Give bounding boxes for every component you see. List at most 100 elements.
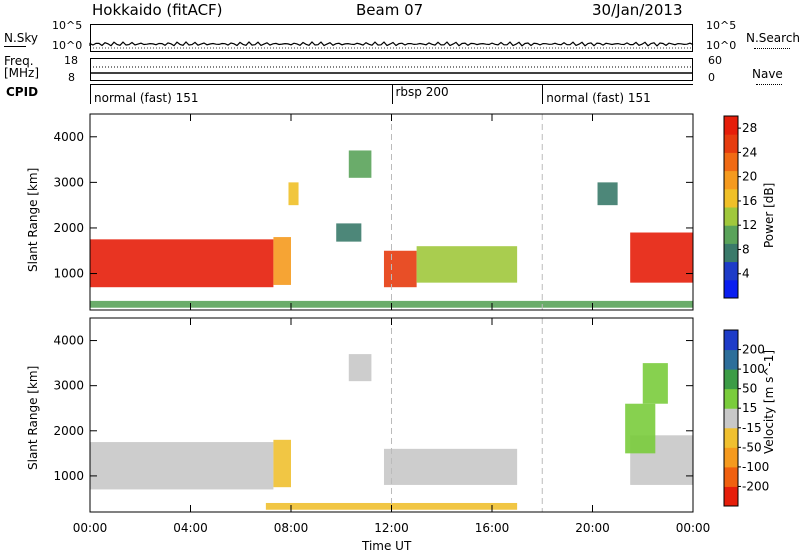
power-colorbar-swatch: [724, 279, 738, 299]
power-colorbar-tick-label: 20: [742, 170, 757, 184]
velocity-colorbar-swatch: [724, 486, 738, 507]
power-colorbar-tick-label: 8: [742, 242, 750, 256]
freq-label: Freq.: [4, 54, 34, 68]
velocity-colorbar-tick-label: 15: [742, 401, 757, 415]
power-panel-data-region: [597, 182, 618, 206]
velocity-colorbar-swatch: [724, 466, 738, 487]
power-colorbar-swatch: [724, 152, 738, 172]
velocity-panel-ytick-label: 4000: [53, 334, 84, 348]
velocity-colorbar-swatch: [724, 349, 738, 370]
x-tick-label: 00:00: [73, 521, 108, 535]
nsky-bottom-tick: 10^0: [52, 39, 83, 52]
power-colorbar-swatch: [724, 116, 738, 135]
power-colorbar-label: Power [dB]: [762, 182, 776, 248]
power-panel-ytick-label: 3000: [53, 175, 84, 189]
nave-bottom-tick: 0: [708, 71, 715, 84]
power-colorbar-tick-label: 12: [742, 218, 757, 232]
velocity-panel-data-region: [273, 439, 291, 488]
x-tick-label: 04:00: [173, 521, 208, 535]
power-colorbar-frame: [723, 115, 739, 299]
x-tick-label: 16:00: [475, 521, 510, 535]
velocity-panel-data-region: [642, 363, 668, 404]
power-colorbar-swatch: [724, 225, 738, 244]
x-tick-label: 20:00: [575, 521, 610, 535]
velocity-colorbar-swatch: [724, 408, 738, 429]
nsky-label: N.Sky: [4, 31, 39, 45]
freq-unit-label: [MHz]: [4, 66, 40, 80]
velocity-panel-data-region: [625, 403, 656, 454]
freq-panel: [90, 58, 693, 81]
velocity-ylabel: Slant Range [km]: [26, 365, 40, 470]
power-colorbar-swatch: [724, 170, 738, 190]
cpid-divider: [391, 84, 393, 104]
power-panel-data-region: [288, 182, 299, 206]
power-colorbar-swatch: [724, 243, 738, 263]
velocity-colorbar-swatch: [724, 427, 738, 448]
velocity-colorbar-tick-label: -200: [742, 479, 769, 493]
cpid-segment: rbsp 200: [395, 85, 449, 99]
cpid-segment: normal (fast) 151: [94, 91, 199, 105]
cpid-segment: normal (fast) 151: [546, 91, 651, 105]
nsky-legend-line: [4, 46, 26, 47]
velocity-colorbar-swatch: [724, 447, 738, 468]
power-colorbar-swatch: [724, 188, 738, 208]
velocity-colorbar-tick-label: 200: [742, 343, 765, 357]
nsearch-legend-line: [754, 48, 790, 49]
velocity-panel-data-region: [90, 442, 274, 490]
power-panel-data-region: [273, 237, 291, 285]
power-colorbar-swatch: [724, 134, 738, 153]
power-colorbar-tick-label: 28: [742, 121, 757, 135]
velocity-colorbar-tick-label: 100: [742, 362, 765, 376]
power-panel-data-region: [383, 250, 417, 288]
velocity-colorbar-swatch: [724, 369, 738, 390]
nave-top-tick: 60: [708, 54, 722, 67]
power-colorbar-swatch: [724, 261, 738, 281]
nave-legend-line: [756, 84, 782, 85]
x-tick-label: 08:00: [274, 521, 309, 535]
nave-label: Nave: [752, 67, 783, 81]
x-axis-label: Time UT: [362, 539, 412, 553]
velocity-colorbar-tick-label: -15: [742, 421, 762, 435]
power-panel-data-region: [630, 232, 693, 283]
date-title: 30/Jan/2013: [592, 1, 683, 19]
power-panel-data-region: [90, 239, 274, 288]
nsearch-top-tick: 10^5: [706, 19, 737, 32]
velocity-panel-ytick-label: 2000: [53, 424, 84, 438]
velocity-colorbar-swatch: [724, 330, 738, 351]
cpid-label: CPID: [6, 85, 39, 99]
power-panel-ytick-label: 1000: [53, 267, 84, 281]
freq-top-tick: 18: [64, 54, 78, 67]
x-tick-label: 12:00: [374, 521, 409, 535]
power-panel-data-region: [348, 150, 372, 178]
velocity-panel-data-region: [348, 354, 372, 382]
power-panel-data-region: [336, 223, 362, 242]
power-ylabel: Slant Range [km]: [26, 167, 40, 272]
x-tick-label: 00:00: [676, 521, 711, 535]
velocity-panel-data-region: [383, 448, 518, 485]
velocity-panel-ytick-label: 1000: [53, 469, 84, 483]
power-panel-data-region: [416, 246, 518, 283]
nsky-panel: [90, 24, 693, 52]
power-colorbar-tick-label: 4: [742, 267, 750, 281]
velocity-panel-ytick-label: 3000: [53, 379, 84, 393]
velocity-colorbar-tick-label: 50: [742, 382, 757, 396]
cpid-divider: [542, 84, 544, 104]
station-title: Hokkaido (fitACF): [92, 1, 223, 19]
nsearch-bottom-tick: 10^0: [706, 39, 737, 52]
velocity-colorbar-frame: [723, 329, 739, 507]
cpid-strip: normal (fast) 151 rbsp 200 normal (fast)…: [90, 84, 693, 104]
power-panel-ytick-label: 2000: [53, 221, 84, 235]
power-panel-ytick-label: 4000: [53, 130, 84, 144]
power-colorbar-swatch: [724, 207, 738, 226]
velocity-colorbar-tick-label: -100: [742, 460, 769, 474]
nsky-top-tick: 10^5: [52, 19, 83, 32]
freq-bottom-tick: 8: [68, 71, 75, 84]
velocity-colorbar-swatch: [724, 388, 738, 409]
velocity-colorbar-label: Velocity [m s^-1]: [762, 349, 776, 454]
nsky-trace: [89, 41, 694, 47]
power-colorbar-tick-label: 16: [742, 194, 757, 208]
beam-title: Beam 07: [356, 1, 424, 19]
velocity-colorbar-tick-label: -50: [742, 440, 762, 454]
nsearch-label: N.Search: [746, 31, 800, 45]
